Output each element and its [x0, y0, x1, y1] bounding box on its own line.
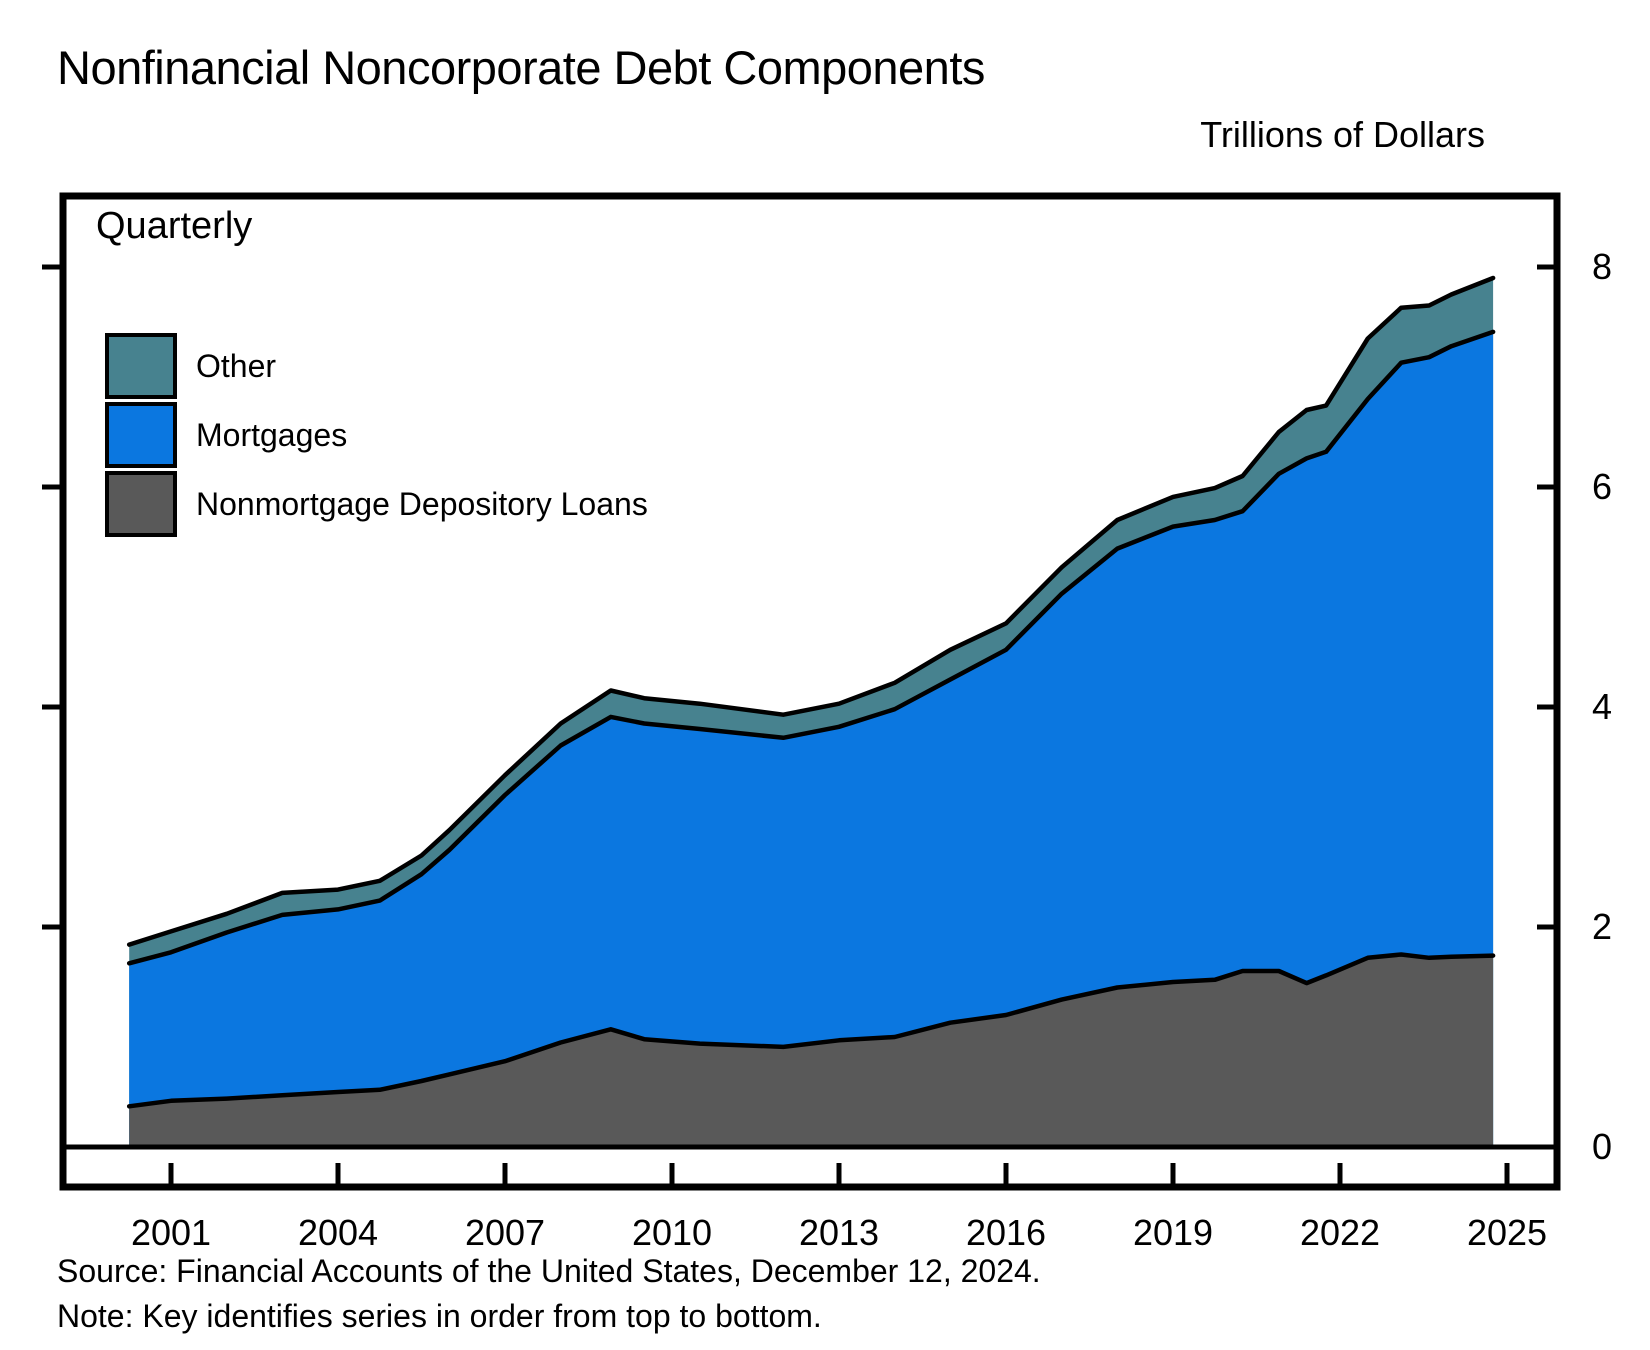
nonmortgage-depository-loans-swatch [105, 471, 177, 537]
units-label: Trillions of Dollars [1200, 114, 1485, 155]
y-tick-label: 0 [1592, 1126, 1613, 1167]
x-tick-label: 2001 [130, 1212, 212, 1253]
legend-item-other: Other [105, 333, 648, 399]
x-tick-label: 2007 [464, 1212, 546, 1253]
plot-frame [59, 192, 1561, 1191]
legend-item-mortgages: Mortgages [105, 402, 648, 468]
source-text: Source: Financial Accounts of the United… [57, 1253, 1041, 1289]
total-boundary-line [126, 275, 1496, 947]
y-tick-label: 8 [1592, 246, 1613, 287]
note-text: Note: Key identifies series in order fro… [57, 1298, 822, 1334]
x-tick-label: 2013 [798, 1212, 880, 1253]
legend-label: Nonmortgage Depository Loans [196, 485, 648, 522]
mortgages-boundary-line [126, 329, 1496, 966]
legend-item-nonmortgage-depository-loans: Nonmortgage Depository Loans [105, 471, 648, 537]
x-tick-label: 2022 [1299, 1212, 1381, 1253]
legend: Other Mortgages Nonmortgage Depository L… [105, 333, 648, 540]
legend-label: Mortgages [196, 416, 348, 453]
y-tick-label: 2 [1592, 906, 1613, 947]
x-tick-label: 2010 [631, 1212, 713, 1253]
x-tick-label: 2025 [1466, 1212, 1548, 1253]
x-tick-label: 2019 [1132, 1212, 1214, 1253]
nonmortgage-depository-loans-area [129, 954, 1494, 1147]
page-title: Nonfinancial Noncorporate Debt Component… [57, 41, 985, 94]
x-tick-label: 2004 [297, 1212, 379, 1253]
frequency-label: Quarterly [96, 205, 253, 247]
other-swatch [105, 333, 177, 399]
y-tick-label: 6 [1592, 466, 1613, 507]
x-tick-label: 2016 [965, 1212, 1047, 1253]
nonmortgage-boundary-line [126, 952, 1496, 1109]
mortgages-swatch [105, 402, 177, 468]
y-tick-label: 4 [1592, 686, 1613, 727]
legend-label: Other [196, 347, 277, 384]
